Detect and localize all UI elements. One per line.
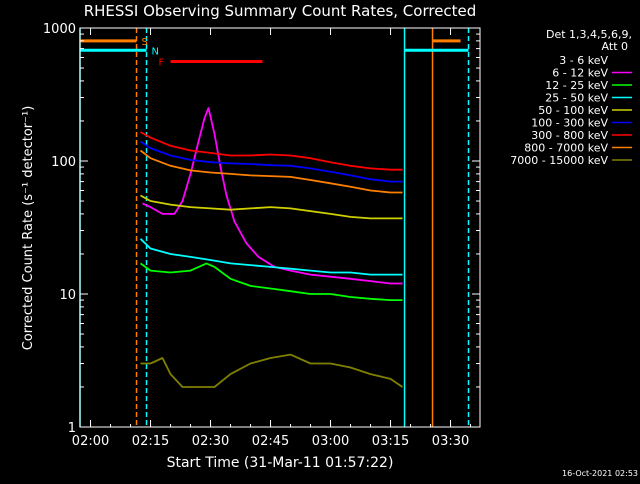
x-axis-label: Start Time (31-Mar-11 01:57:22) xyxy=(167,455,394,471)
flag-label-n: N xyxy=(152,46,159,57)
x-axis: 02:00 02:15 02:30 02:45 03:00 03:15 03:30 xyxy=(72,28,472,449)
x-tick-label-3: 02:45 xyxy=(252,434,289,449)
y-axis: 1 10 100 1000 xyxy=(43,22,480,436)
series-line-2 xyxy=(139,262,403,302)
series-line-4 xyxy=(140,194,403,220)
chart-title: RHESSI Observing Summary Count Rates, Co… xyxy=(84,2,477,20)
flag-label-s: S xyxy=(142,37,148,48)
legend-entry-7: 800 - 7000 keV xyxy=(524,142,608,155)
legend-header-line-1: Det 1,3,4,5,6,9, xyxy=(546,28,632,41)
legend-entry-5: 100 - 300 keV xyxy=(531,117,608,130)
series-line-8 xyxy=(140,353,404,388)
legend-header-line-2: Att 0 xyxy=(602,40,628,53)
legend-entry-3: 25 - 50 keV xyxy=(545,92,608,105)
series-line-7 xyxy=(139,149,403,194)
legend-entry-8: 7000 - 15000 keV xyxy=(510,154,608,167)
y-tick-label-0: 1 xyxy=(68,421,76,436)
legend-entry-1: 6 - 12 keV xyxy=(552,67,608,80)
x-tick-label-6: 03:30 xyxy=(432,434,469,449)
series-line-6 xyxy=(140,131,403,171)
y-tick-label-3: 1000 xyxy=(43,22,76,37)
x-tick-label-2: 02:30 xyxy=(192,434,229,449)
legend-entry-6: 300 - 800 keV xyxy=(531,129,608,142)
series-line-3 xyxy=(139,238,403,276)
y-tick-label-2: 100 xyxy=(51,155,76,170)
legend-entry-0: 3 - 6 keV xyxy=(559,54,608,67)
flag-label-f: F xyxy=(159,57,165,68)
x-tick-label-5: 03:15 xyxy=(372,434,409,449)
series-line-5 xyxy=(140,140,403,183)
timestamp: 16-Oct-2021 02:53 xyxy=(562,469,638,478)
plot-area: SNF xyxy=(79,28,470,427)
legend-entry-2: 12 - 25 keV xyxy=(545,79,608,92)
legend-entry-4: 50 - 100 keV xyxy=(538,104,608,117)
series-line-1 xyxy=(142,107,403,285)
y-tick-label-1: 10 xyxy=(59,288,76,303)
x-tick-label-0: 02:00 xyxy=(72,434,109,449)
y-axis-label: Corrected Count Rate (s⁻¹ detector⁻¹) xyxy=(21,106,36,351)
x-tick-label-4: 03:00 xyxy=(312,434,349,449)
plot-frame xyxy=(79,27,481,428)
x-tick-label-1: 02:15 xyxy=(132,434,169,449)
